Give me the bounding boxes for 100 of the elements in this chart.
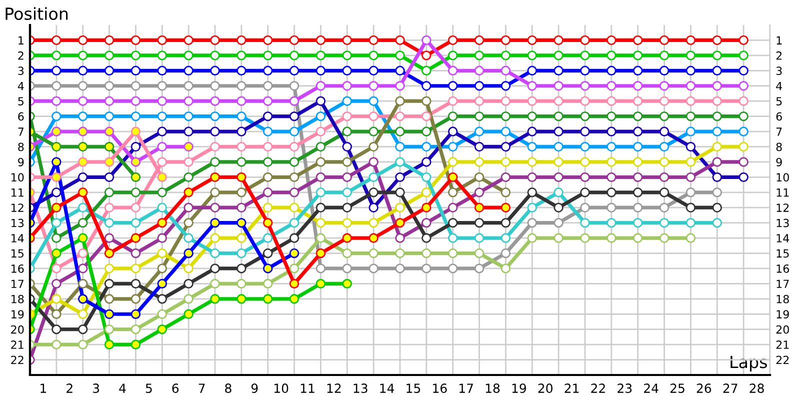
point	[184, 172, 194, 182]
point	[606, 66, 616, 76]
point	[500, 66, 511, 76]
point	[236, 278, 246, 289]
point	[632, 172, 643, 182]
point	[289, 66, 300, 76]
point	[368, 96, 378, 106]
point	[130, 324, 141, 334]
point	[342, 142, 352, 152]
point	[78, 111, 88, 122]
point	[686, 202, 696, 212]
x-tick-label: 21	[564, 384, 579, 393]
point	[554, 188, 564, 198]
point	[448, 126, 458, 136]
point	[157, 50, 168, 60]
y-tick-label: 18	[12, 294, 24, 304]
point	[316, 35, 326, 46]
point	[448, 248, 458, 258]
point	[104, 172, 114, 182]
y-tick-label: 8	[18, 142, 24, 152]
point	[500, 126, 511, 136]
point	[104, 96, 114, 106]
point	[712, 66, 722, 76]
point	[104, 35, 114, 46]
point	[474, 248, 484, 258]
point	[474, 218, 484, 228]
point	[554, 35, 564, 46]
point	[738, 50, 748, 60]
x-tick-label: 4	[119, 384, 126, 393]
point	[474, 142, 484, 152]
point	[262, 278, 273, 289]
point	[184, 96, 194, 106]
y-tick-label: 21	[11, 340, 24, 349]
point	[157, 96, 168, 106]
point	[78, 66, 88, 76]
point	[686, 188, 696, 198]
point	[342, 66, 352, 76]
y2-tick-label: 4	[776, 82, 782, 90]
point	[316, 157, 326, 167]
x-tick-label: 19	[512, 384, 526, 394]
point	[157, 126, 168, 136]
point	[500, 142, 511, 152]
y2-tick-label: 14	[776, 234, 790, 242]
point	[104, 324, 114, 334]
point	[52, 96, 62, 106]
y2-tick-label: 5	[776, 97, 782, 106]
point	[236, 248, 246, 258]
point	[580, 81, 590, 91]
point	[527, 202, 538, 212]
point	[580, 35, 590, 46]
point	[104, 278, 114, 289]
point	[130, 96, 141, 106]
point	[659, 172, 670, 182]
point	[316, 188, 326, 198]
point	[448, 218, 458, 228]
point	[289, 35, 300, 46]
point	[368, 264, 378, 274]
y-tick-label: 12	[12, 204, 24, 212]
point	[236, 81, 246, 91]
y2-tick-label: 16	[776, 264, 789, 273]
point	[686, 233, 696, 243]
point	[474, 264, 484, 274]
point	[52, 50, 62, 60]
x-tick-label: 11	[300, 384, 314, 393]
x-tick-label: 28	[750, 384, 764, 394]
point	[395, 126, 405, 136]
point	[395, 233, 405, 243]
point	[78, 324, 88, 334]
point	[210, 248, 220, 258]
point	[368, 157, 378, 167]
point	[368, 172, 378, 182]
y-tick-label: 3	[18, 66, 24, 76]
point	[395, 264, 405, 274]
point	[554, 233, 564, 243]
y2-tick-label: 9	[776, 158, 782, 166]
point	[104, 188, 114, 198]
point	[184, 66, 194, 76]
point	[210, 157, 220, 167]
y2-tick-label: 15	[776, 249, 789, 258]
y2-tick-label: 8	[776, 142, 782, 152]
point	[554, 172, 564, 182]
point	[52, 66, 62, 76]
point	[686, 172, 696, 182]
point	[78, 202, 88, 212]
point	[422, 50, 432, 60]
point	[712, 157, 722, 167]
point	[659, 233, 670, 243]
point	[52, 188, 62, 198]
point	[712, 218, 722, 228]
point	[157, 233, 168, 243]
x-tick-label: 9	[251, 384, 258, 394]
point	[262, 81, 273, 91]
point	[527, 218, 538, 228]
point	[342, 96, 352, 106]
point	[474, 126, 484, 136]
point	[368, 66, 378, 76]
point	[52, 340, 62, 350]
point	[738, 81, 748, 91]
x-tick-label: 2	[66, 384, 72, 393]
point	[500, 218, 511, 228]
